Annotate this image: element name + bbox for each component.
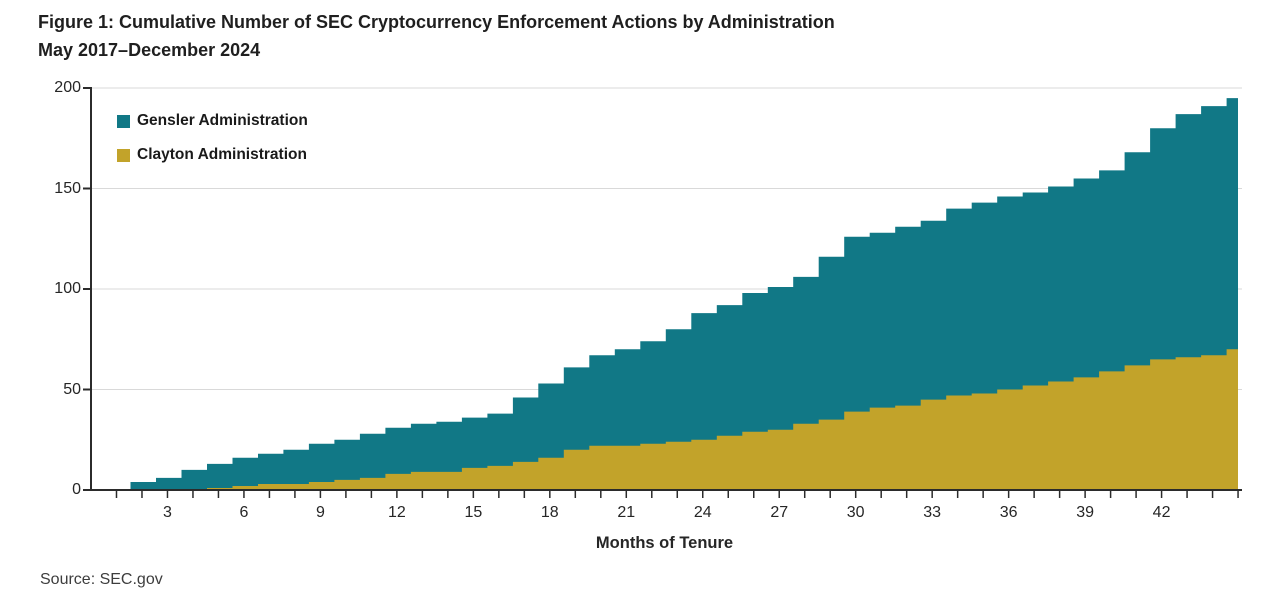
x-tick-label: 12 xyxy=(387,504,406,521)
chart-legend: Gensler Administration Clayton Administr… xyxy=(117,109,308,177)
y-tick-label: 50 xyxy=(63,380,81,398)
x-tick-label: 30 xyxy=(846,504,865,521)
y-tick-label: 0 xyxy=(72,481,81,498)
figure-title-line1: Figure 1: Cumulative Number of SEC Crypt… xyxy=(38,12,835,32)
legend-entry-gensler: Gensler Administration xyxy=(117,109,308,133)
figure-title-line2: May 2017–December 2024 xyxy=(38,40,261,60)
legend-label-clayton: Clayton Administration xyxy=(137,146,307,163)
source-note: Source: SEC.gov xyxy=(40,571,163,588)
x-tick-label: 42 xyxy=(1152,504,1171,521)
y-tick-label: 200 xyxy=(54,79,81,96)
legend-entry-clayton: Clayton Administration xyxy=(117,143,308,167)
x-tick-label: 15 xyxy=(464,504,483,521)
x-tick-label: 27 xyxy=(770,504,789,521)
x-tick-label: 24 xyxy=(693,504,712,521)
x-tick-label: 18 xyxy=(540,504,559,521)
x-tick-label: 9 xyxy=(315,504,325,521)
x-axis-title: Months of Tenure xyxy=(595,534,734,552)
x-tick-label: 33 xyxy=(923,504,942,521)
legend-label-gensler: Gensler Administration xyxy=(137,112,308,129)
gensler-area-series xyxy=(91,98,1238,490)
x-tick-label: 39 xyxy=(1076,504,1094,521)
x-tick-label: 6 xyxy=(239,504,249,521)
x-tick-label: 36 xyxy=(999,504,1018,521)
clayton-area-series xyxy=(91,349,1238,490)
x-tick-label: 21 xyxy=(617,504,636,521)
gensler-color-swatch-icon xyxy=(117,114,130,128)
x-tick-label: 3 xyxy=(163,504,172,521)
clayton-color-swatch-icon xyxy=(117,148,130,162)
figure-title: Figure 1: Cumulative Number of SEC Crypt… xyxy=(38,8,835,64)
y-tick-label: 100 xyxy=(54,280,81,297)
y-tick-label: 150 xyxy=(54,179,81,197)
